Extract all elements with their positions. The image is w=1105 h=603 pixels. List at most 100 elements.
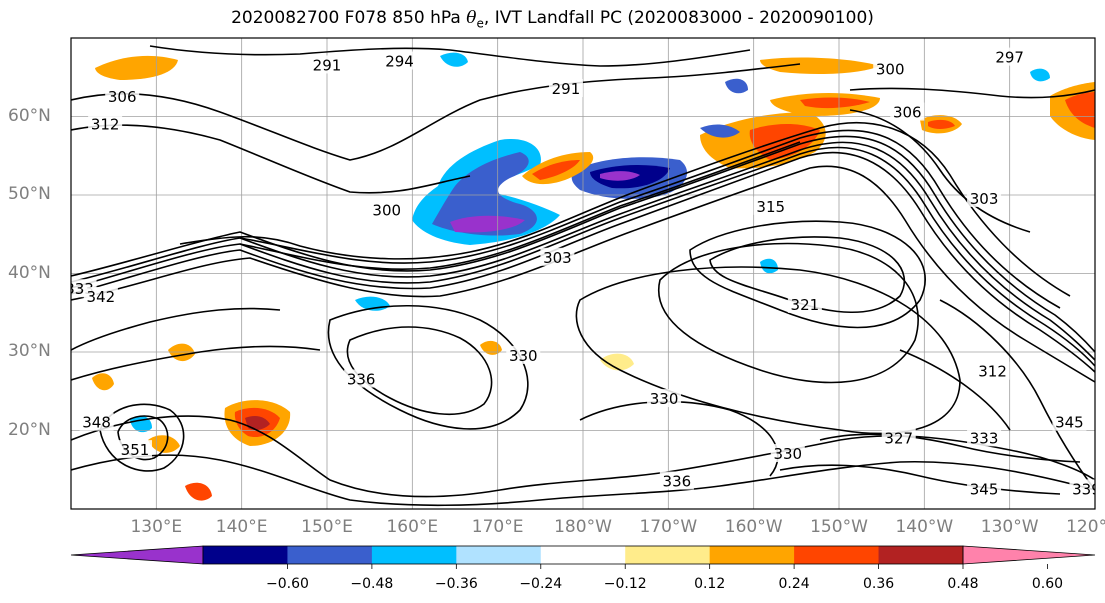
positive-anomaly-patch	[532, 160, 580, 180]
latitude-label: 50°N	[8, 184, 51, 204]
colorbar-tick-label: −0.36	[434, 576, 478, 592]
contour-label-bg	[881, 428, 916, 447]
colorbar-segment	[287, 546, 373, 564]
colorbar-tick-label: 0.12	[694, 576, 726, 592]
positive-anomaly-patch	[95, 55, 178, 80]
contour-label: 351	[121, 441, 150, 459]
contour-label: 336	[347, 370, 376, 388]
positive-anomaly-patch	[185, 482, 212, 501]
positive-anomaly-patch	[1065, 92, 1095, 128]
contour-label: 345	[970, 480, 999, 498]
contour-label: 312	[91, 115, 120, 133]
contour-line	[71, 165, 1095, 383]
contour-label-bg	[118, 440, 152, 459]
contour-line	[327, 304, 529, 430]
contour-label: 294	[385, 53, 414, 71]
positive-anomaly-patch	[600, 353, 634, 371]
latitude-label: 60°N	[8, 105, 51, 126]
contour-label: 306	[108, 88, 137, 106]
contour-label-bg	[787, 294, 822, 313]
latitude-label: 20°N	[8, 419, 51, 440]
longitude-label: 140°W	[895, 517, 954, 537]
contour-label: 330	[773, 445, 802, 463]
contour-label-bg	[659, 471, 694, 490]
latitude-label: 30°N	[8, 341, 51, 361]
contour-label: 291	[552, 80, 581, 98]
contour-label: 297	[995, 49, 1024, 67]
contour-line	[579, 400, 779, 477]
positive-anomaly-patch	[800, 97, 870, 109]
contour-line	[689, 220, 926, 329]
longitude-label: 140°E	[215, 517, 268, 537]
contour-line	[71, 63, 801, 161]
colorbar-segment	[203, 546, 288, 564]
longitude-label: 170°E	[471, 517, 524, 537]
contour-label-bg	[88, 114, 123, 133]
shaded-field	[92, 52, 1095, 501]
contour-label-bg	[647, 389, 682, 408]
contour-line	[239, 141, 801, 270]
contour-line	[179, 122, 1071, 297]
contour-label-bg	[310, 55, 344, 74]
positive-anomaly-patch	[245, 416, 270, 431]
longitude-label: 160°E	[386, 517, 439, 537]
negative-anomaly-patch	[1030, 68, 1050, 82]
contour-label-bg	[344, 369, 379, 388]
longitude-label: 150°W	[810, 517, 868, 537]
contour-label-bg	[548, 79, 583, 98]
colorbar-extension-high	[962, 545, 1096, 565]
colorbar-tick-label: −0.12	[603, 576, 647, 592]
longitude-label: 160°W	[724, 517, 783, 537]
contour-label: 315	[756, 198, 785, 216]
contour-line	[239, 129, 1061, 309]
contour-label-bg	[105, 86, 140, 105]
contour-label-bg	[1069, 479, 1095, 498]
longitude-label: 170°W	[639, 517, 698, 537]
contour-line	[71, 415, 1095, 498]
contour-label-bg	[540, 247, 575, 266]
contour-label: 291	[313, 56, 342, 74]
contour-label-bg	[967, 428, 1002, 447]
contour-label-bg	[873, 59, 908, 78]
contour-line	[71, 151, 1095, 373]
contour-line	[899, 349, 1011, 431]
negative-anomaly-patch	[725, 78, 748, 94]
contour-label-bg	[506, 345, 541, 364]
colorbar-tick-label: −0.48	[350, 576, 394, 592]
contour-label: 345	[1055, 414, 1084, 432]
contour-label-bg	[967, 479, 1002, 498]
contour-line	[71, 124, 471, 194]
colorbar-tick-label: 0.24	[778, 576, 810, 592]
contour-line	[939, 299, 1095, 491]
contour-line	[849, 109, 1031, 233]
contour-label: 339	[1072, 480, 1101, 498]
contour-label-bg	[83, 287, 118, 306]
positive-anomaly-patch	[760, 57, 880, 74]
contour-label-layer: 291 294 291 300 297 306 312 306 303 300 303 315 321 3…	[71, 47, 1101, 498]
longitude-label: 150°E	[301, 517, 353, 537]
contour-label: 312	[978, 363, 1007, 381]
contour-label-bg	[753, 196, 788, 215]
contour-label: 333	[970, 429, 999, 447]
contour-line	[149, 45, 751, 67]
colorbar-segment	[794, 546, 880, 564]
plot-frame	[70, 37, 1096, 510]
contour-line	[657, 242, 919, 384]
colorbar-tick-label: 0.60	[1031, 576, 1064, 592]
contour-line	[71, 146, 1095, 367]
contour-label: 303	[970, 190, 999, 208]
colorbar-tick-label: −0.60	[265, 576, 309, 592]
longitude-label: 120°W	[1066, 517, 1105, 537]
latitude-label: 40°N	[8, 262, 51, 283]
positive-anomaly-patch	[92, 373, 114, 391]
negative-anomaly-patch	[700, 124, 740, 138]
negative-anomaly-patch	[432, 152, 537, 236]
contour-label-bg	[770, 444, 805, 463]
colorbar-tick-label: 0.36	[862, 576, 895, 592]
contour-line	[575, 266, 961, 435]
contour-label: 303	[543, 249, 572, 267]
contour-label: 306	[893, 104, 922, 122]
contour-line	[819, 433, 1081, 463]
colorbar-segment	[878, 546, 964, 564]
